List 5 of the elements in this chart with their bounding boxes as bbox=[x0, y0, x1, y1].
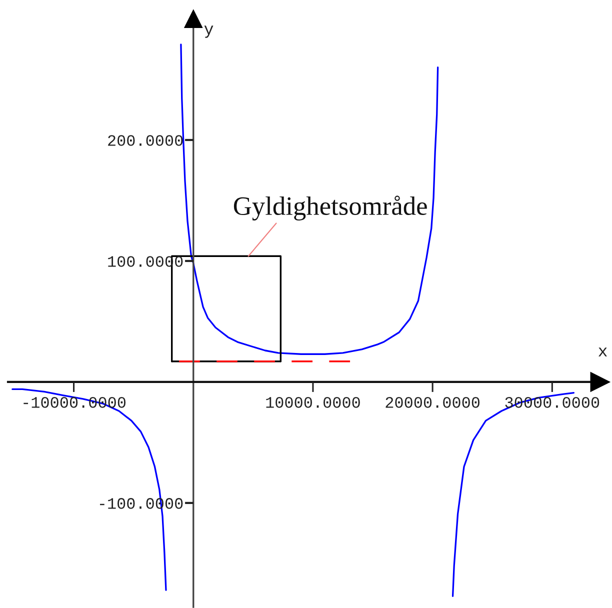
x-axis-title: x bbox=[598, 348, 607, 356]
x-tick-label: 20000.0000 bbox=[386, 397, 480, 408]
x-tick-label: 10000.0000 bbox=[266, 397, 360, 408]
annotation: Gyldighetsområde bbox=[234, 196, 427, 220]
y-axis-title: y bbox=[204, 26, 214, 38]
